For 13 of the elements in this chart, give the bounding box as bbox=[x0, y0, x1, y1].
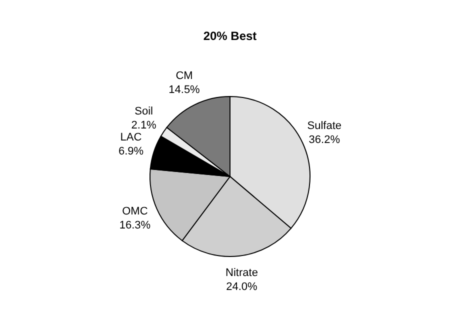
slice-label: CM bbox=[176, 70, 193, 82]
slice-label: LAC bbox=[120, 132, 142, 144]
data-label: 14.5% bbox=[168, 84, 200, 96]
data-label: 24.0% bbox=[226, 280, 258, 293]
slice-label: OMC bbox=[122, 206, 148, 218]
slice-label: Soil bbox=[134, 105, 153, 118]
data-label: 16.3% bbox=[119, 220, 151, 232]
data-label: 6.9% bbox=[118, 146, 144, 158]
slice-label: Nitrate bbox=[226, 266, 258, 279]
data-label: 2.1% bbox=[131, 119, 157, 132]
data-label: 36.2% bbox=[308, 134, 340, 146]
slice-label: Sulfate bbox=[307, 120, 342, 132]
chart-title: 20% Best bbox=[203, 29, 257, 43]
